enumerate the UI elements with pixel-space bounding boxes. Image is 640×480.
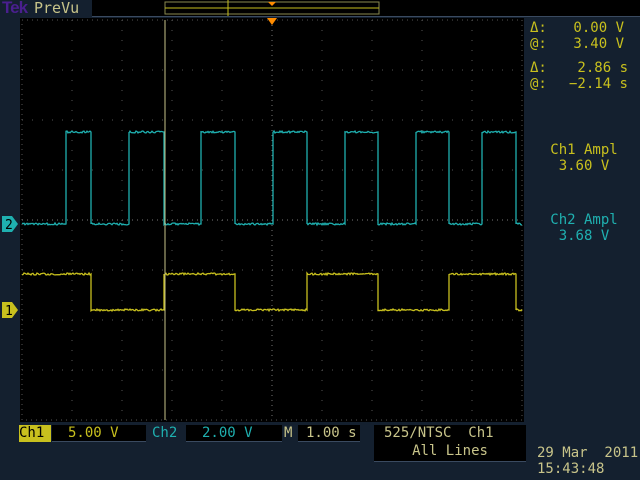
- ch2-ampl-label: Ch2 Ampl: [528, 212, 640, 228]
- cursor-at-v: 3.40 V: [530, 36, 624, 52]
- cursor-delta-v: 0.00 V: [530, 20, 624, 36]
- timebase-value[interactable]: 1.00 s: [298, 425, 360, 442]
- trigger-panel[interactable]: 525/NTSC Ch1 All Lines: [374, 425, 526, 462]
- ch2-ampl-value: 3.68 V: [528, 228, 640, 244]
- time: 15:43:48: [537, 461, 604, 477]
- timebase-label: M: [284, 425, 292, 441]
- ch1-ampl-value: 3.60 V: [528, 158, 640, 174]
- cursor-at-t: −2.14 s: [530, 76, 628, 92]
- ch1-marker-label: 1: [5, 304, 13, 319]
- ch1-ampl-label: Ch1 Ampl: [528, 142, 640, 158]
- trigger-source: 525/NTSC Ch1: [384, 425, 494, 441]
- ch2-ground-marker: 2: [2, 216, 18, 233]
- ch2-scale[interactable]: 2.00 V: [186, 425, 282, 442]
- waveform-display[interactable]: 21: [0, 0, 528, 424]
- trigger-lines: All Lines: [374, 443, 526, 459]
- ch2-marker-label: 2: [5, 218, 13, 233]
- cursor-delta-t: 2.86 s: [530, 60, 628, 76]
- ch1-ground-marker: 1: [2, 302, 18, 319]
- ch1-button[interactable]: Ch1: [19, 425, 51, 442]
- date: 29 Mar 2011: [537, 445, 638, 461]
- ch1-scale[interactable]: 5.00 V: [52, 425, 146, 442]
- ch2-button[interactable]: Ch2: [152, 425, 177, 441]
